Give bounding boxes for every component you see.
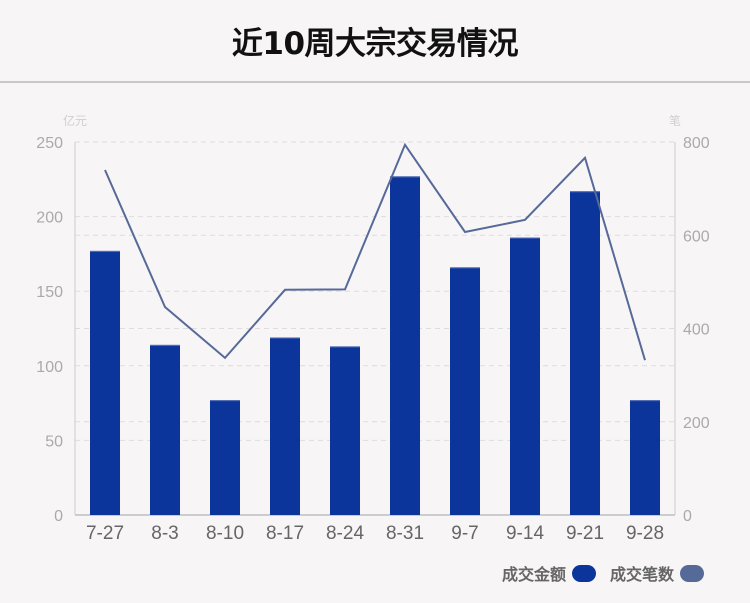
category-label: 9-21 xyxy=(566,523,604,544)
left-tick-label: 0 xyxy=(54,508,63,525)
bar xyxy=(390,176,420,516)
category-label: 8-31 xyxy=(386,523,424,544)
bar xyxy=(450,267,480,515)
bar xyxy=(270,337,300,515)
category-label: 9-14 xyxy=(506,523,544,544)
bar xyxy=(630,400,660,515)
category-label: 9-28 xyxy=(626,523,664,544)
legend-item-amount[interactable]: 成交金额 xyxy=(502,561,596,585)
left-tick-label: 200 xyxy=(36,210,63,227)
category-label: 7-27 xyxy=(86,523,124,544)
legend: 成交金额 成交笔数 xyxy=(488,561,704,585)
chart-title: 近10周大宗交易情况 xyxy=(231,26,519,62)
left-axis-unit: 亿元 xyxy=(63,113,87,128)
category-label: 8-3 xyxy=(151,523,178,544)
bar xyxy=(330,346,360,515)
bar xyxy=(90,250,120,515)
bar xyxy=(510,237,540,515)
legend-item-count[interactable]: 成交笔数 xyxy=(610,561,704,585)
right-tick-label: 400 xyxy=(683,322,710,339)
right-tick-label: 0 xyxy=(683,508,692,525)
legend-swatch-amount xyxy=(571,564,596,582)
left-tick-label: 100 xyxy=(36,359,63,376)
left-tick-label: 50 xyxy=(45,433,63,450)
legend-label-amount: 成交金额 xyxy=(501,565,566,584)
right-tick-label: 800 xyxy=(683,135,710,152)
count-line xyxy=(104,142,646,361)
right-tick-label: 600 xyxy=(683,228,710,245)
title-bar: 近10周大宗交易情况 xyxy=(0,0,750,83)
category-label: 9-7 xyxy=(451,523,478,544)
category-label: 8-24 xyxy=(326,523,364,544)
category-label: 8-17 xyxy=(266,523,304,544)
category-label: 8-10 xyxy=(206,523,244,544)
legend-swatch-count xyxy=(680,564,704,582)
bar xyxy=(150,344,180,515)
legend-label-count: 成交笔数 xyxy=(609,565,674,584)
right-tick-label: 200 xyxy=(683,415,710,432)
right-axis-unit: 笔 xyxy=(669,113,681,128)
left-tick-label: 150 xyxy=(36,284,63,301)
bar xyxy=(210,400,240,515)
left-tick-label: 250 xyxy=(36,135,63,152)
bar xyxy=(570,191,600,515)
